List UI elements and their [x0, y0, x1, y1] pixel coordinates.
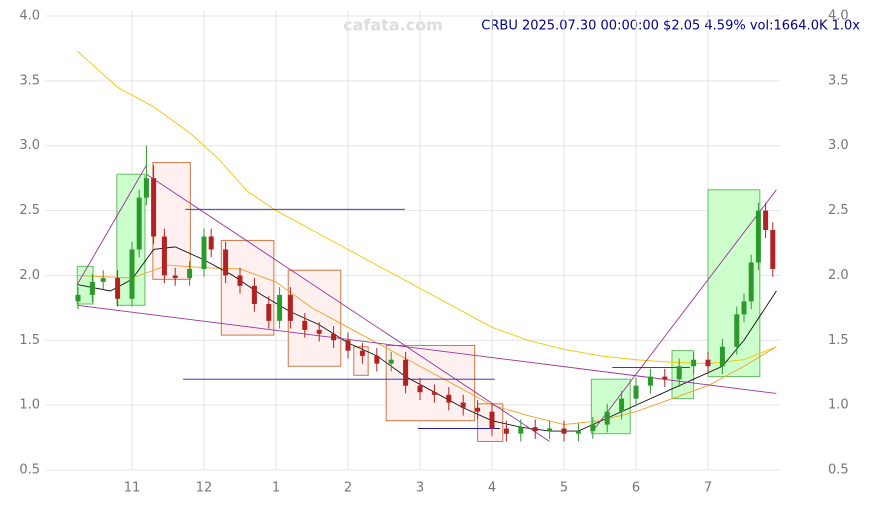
y-tick-label: 3.5	[19, 73, 40, 88]
candle-body	[662, 376, 668, 380]
candle-body	[201, 236, 207, 269]
candle-body	[316, 329, 322, 334]
candle-body	[575, 431, 581, 434]
candle-body	[208, 236, 214, 250]
candle-body	[345, 340, 351, 351]
candle-body	[475, 407, 481, 412]
candle-body	[136, 197, 142, 250]
candle-body	[518, 427, 524, 434]
candle-body	[187, 268, 193, 279]
y-tick-label: 0.5	[19, 463, 40, 478]
candle-body	[741, 301, 747, 315]
x-tick-label: 11	[124, 481, 141, 496]
candle-body	[547, 428, 553, 432]
range-box	[220, 239, 275, 336]
x-tick-label: 6	[632, 481, 640, 496]
chart-title: CRBU 2025.07.30 00:00:00 $2.05 4.59% vol…	[481, 19, 860, 34]
candle-body	[237, 275, 243, 286]
y-tick-label: 1.0	[19, 398, 40, 413]
candle-body	[619, 398, 625, 412]
candle-body	[417, 385, 423, 393]
candle-body	[503, 428, 509, 434]
indicator-line	[76, 164, 147, 285]
indicator-line	[77, 264, 777, 426]
y-tick-label: 1.5	[19, 333, 40, 348]
x-tick-label: 2	[344, 481, 352, 496]
candle-body	[748, 262, 754, 302]
y-tick-label: 4.0	[19, 9, 40, 24]
candle-body	[460, 402, 466, 408]
candle-body	[561, 428, 567, 434]
x-tick-label: 4	[488, 481, 496, 496]
candle-body	[676, 366, 682, 380]
y2-tick-label: 2.0	[828, 268, 849, 283]
y-tick-label: 2.5	[19, 203, 40, 218]
y2-tick-label: 2.5	[828, 203, 849, 218]
candle-body	[151, 178, 157, 237]
candle-body	[331, 333, 337, 341]
candle-body	[251, 285, 257, 304]
candle-body	[763, 210, 769, 231]
candle-body	[287, 294, 293, 321]
candle-body	[100, 278, 106, 282]
candle-body	[374, 355, 380, 364]
candle-body	[223, 249, 229, 276]
candle-body	[403, 359, 409, 386]
x-tick-label: 3	[416, 481, 424, 496]
candle-body	[647, 376, 653, 386]
candle-body	[266, 303, 272, 321]
watermark: cafata.com	[343, 16, 443, 35]
y2-tick-label: 3.5	[828, 73, 849, 88]
x-tick-label: 7	[704, 481, 712, 496]
candle-body	[489, 411, 495, 429]
indicator-line	[146, 173, 550, 442]
candle-body	[431, 392, 437, 395]
candle-body	[89, 281, 95, 295]
candle-body	[388, 359, 394, 364]
candle-body	[161, 236, 167, 276]
y2-tick-label: 1.5	[828, 333, 849, 348]
candle-body	[359, 350, 365, 356]
candle-body	[75, 294, 81, 302]
candle-body	[143, 178, 149, 198]
candle-body	[532, 427, 538, 432]
candle-body	[691, 359, 697, 367]
candle-body	[590, 424, 596, 432]
candle-body	[172, 275, 178, 279]
indicator-line	[77, 304, 777, 394]
candle-body	[302, 320, 308, 330]
candle-body	[129, 249, 135, 299]
range-box	[385, 344, 476, 422]
indicator-line	[592, 189, 777, 432]
candle-body	[705, 359, 711, 367]
y2-tick-label: 3.0	[828, 138, 849, 153]
range-box	[152, 162, 191, 280]
range-box	[287, 269, 342, 367]
y2-tick-label: 4.0	[828, 9, 849, 24]
candle-body	[734, 314, 740, 347]
candle-body	[604, 411, 610, 425]
candle-body	[277, 294, 283, 321]
y-tick-label: 3.0	[19, 138, 40, 153]
y-tick-label: 2.0	[19, 268, 40, 283]
candle-body	[719, 346, 725, 367]
candle-body	[633, 385, 639, 399]
x-tick-label: 12	[196, 481, 213, 496]
candle-body	[770, 230, 776, 269]
indicator-line	[76, 50, 777, 365]
y2-tick-label: 0.5	[828, 463, 849, 478]
x-tick-label: 1	[272, 481, 280, 496]
y2-tick-label: 1.0	[828, 398, 849, 413]
x-tick-label: 5	[560, 481, 568, 496]
candle-body	[446, 394, 452, 403]
candle-body	[755, 210, 761, 263]
range-box	[671, 350, 695, 400]
candle-body	[115, 278, 121, 299]
